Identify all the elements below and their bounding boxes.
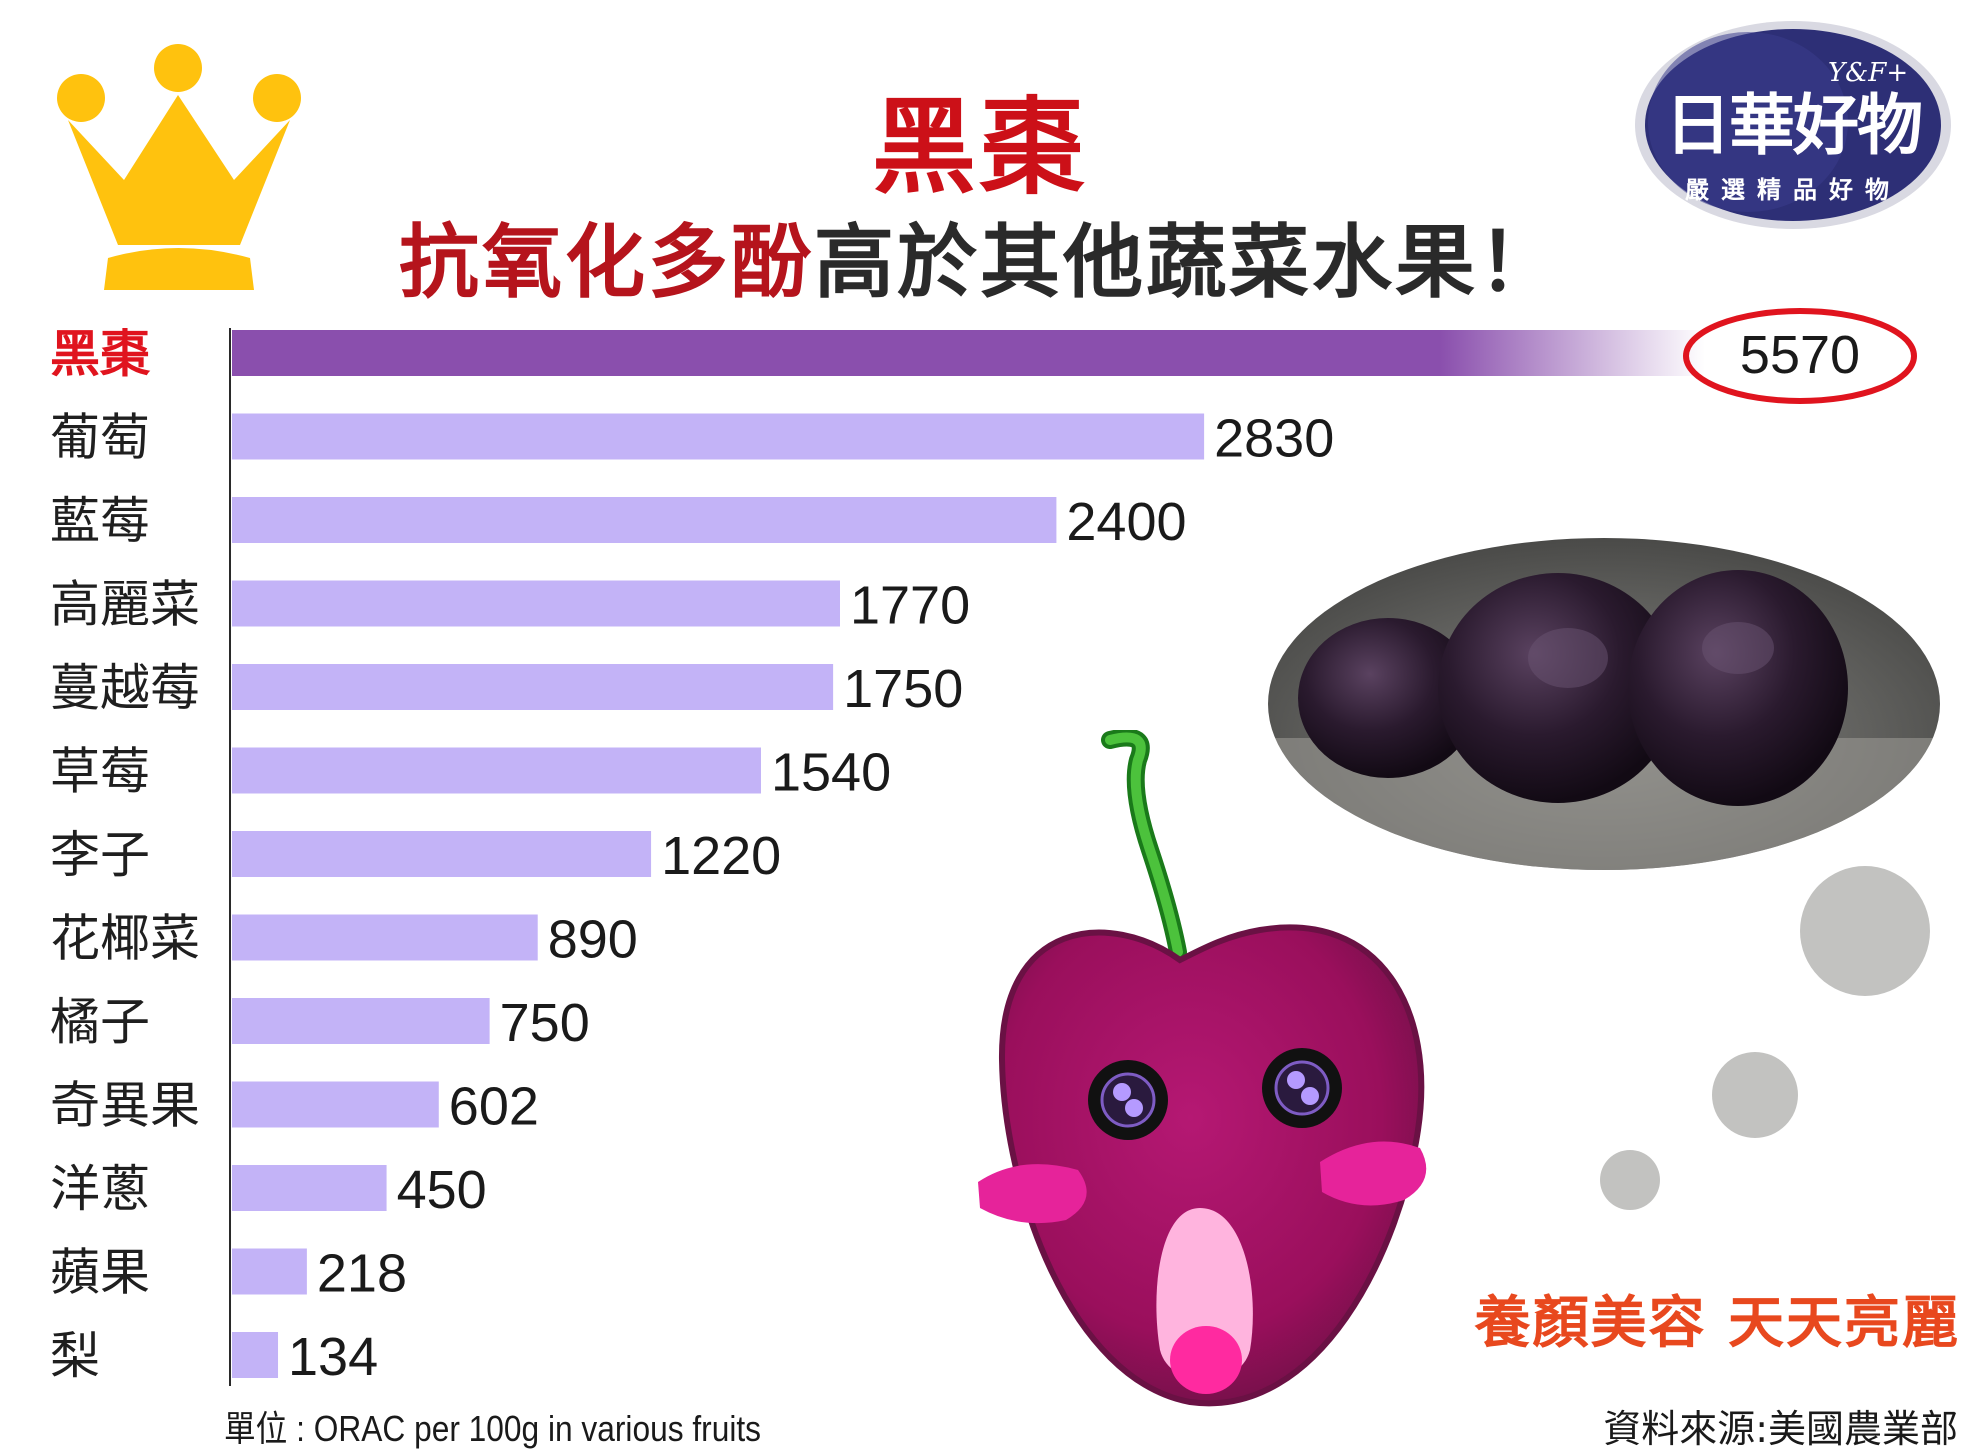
subtitle-highlight: 抗氧化多酚 [399,216,814,309]
bar-1 [232,413,1205,460]
value-label-8: 750 [500,993,590,1053]
thought-bubble-small [1600,1150,1660,1210]
category-label-7: 花椰菜 [50,910,200,968]
unit-label: 單位 : ORAC per 100g in various fruits [224,1408,762,1449]
logo-name: 日華好物 [1665,87,1923,164]
logo-tagline: 嚴選精品好物 [1685,176,1901,204]
cherry-mascot [978,730,1427,1407]
value-label-2: 2400 [1066,492,1186,552]
brand-logo [1635,21,1951,229]
bar-6 [232,831,652,877]
bar-0 [232,330,1705,376]
bar-5 [232,747,761,794]
category-label-3: 高麗菜 [50,576,200,634]
logo-superscript: Y&F+ [1828,58,1909,88]
highlight-circle [1683,308,1917,404]
value-label-11: 218 [317,1244,407,1304]
subtitle-rest: 高於其他蔬菜水果！ [814,216,1561,309]
category-label-10: 洋蔥 [50,1160,150,1218]
crown-icon [57,44,301,290]
category-label-8: 橘子 [50,993,150,1051]
thought-bubble-medium [1712,1052,1798,1138]
category-label-0: 黑棗 [50,325,151,383]
category-label-12: 梨 [50,1327,100,1385]
page-title: 黑棗 [871,86,1088,208]
bar-12 [232,1332,279,1378]
category-label-6: 李子 [50,826,150,884]
category-label-9: 奇異果 [50,1077,200,1135]
bar-2 [232,497,1057,543]
source-label: 資料來源:美國農業部 [1603,1407,1958,1451]
value-label-12: 134 [288,1327,378,1387]
bar-11 [232,1248,307,1295]
prunes-photo [1268,538,1940,870]
value-label-7: 890 [548,910,638,970]
category-label-5: 草莓 [50,743,150,801]
bar-9 [232,1081,439,1128]
category-label-11: 蘋果 [50,1244,150,1302]
bar-7 [232,914,538,961]
bar-8 [232,998,490,1044]
value-label-6: 1220 [661,826,781,886]
thought-bubble-large [1800,866,1930,996]
value-label-0: 5570 [1740,325,1860,385]
value-label-1: 2830 [1214,409,1334,469]
bar-3 [232,580,840,627]
bar-4 [232,664,834,710]
slogan: 養顏美容 天天亮麗 [1474,1291,1960,1356]
category-label-4: 蔓越莓 [50,659,200,717]
value-label-5: 1540 [771,743,891,803]
value-label-4: 1750 [843,659,963,719]
value-label-9: 602 [449,1077,539,1137]
category-label-1: 葡萄 [50,409,150,467]
page-subtitle: 抗氧化多酚高於其他蔬菜水果！ [0,198,1960,314]
category-label-2: 藍莓 [50,492,150,550]
value-label-3: 1770 [850,576,970,636]
bar-10 [232,1165,387,1211]
value-label-10: 450 [397,1160,487,1220]
